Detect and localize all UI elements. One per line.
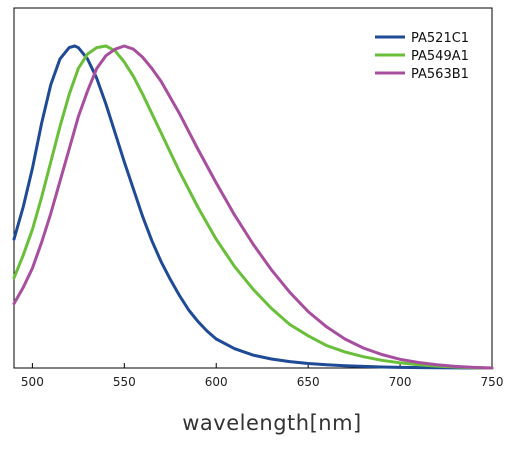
legend-label: PA521C1 <box>411 31 469 46</box>
series-line-pa521c1 <box>12 44 494 370</box>
legend: PA521C1 PA549A1 PA563B1 <box>375 31 469 82</box>
plot-frame <box>13 7 493 369</box>
x-tick-label: 600 <box>205 375 228 389</box>
x-tick-label: 650 <box>297 375 320 389</box>
legend-label: PA549A1 <box>411 49 469 64</box>
x-tick-label: 750 <box>481 375 504 389</box>
series-line-pa563b1 <box>12 44 494 370</box>
series-line-pa549a1 <box>12 44 494 370</box>
legend-label: PA563B1 <box>411 67 469 82</box>
x-tick-label: 500 <box>21 375 44 389</box>
x-tick-label: 550 <box>113 375 136 389</box>
x-axis-ticks: 500 550 600 650 700 750 <box>21 363 504 389</box>
x-tick-label: 700 <box>389 375 412 389</box>
series-lines <box>12 44 494 370</box>
x-axis-title: wavelength[nm] <box>182 411 361 435</box>
